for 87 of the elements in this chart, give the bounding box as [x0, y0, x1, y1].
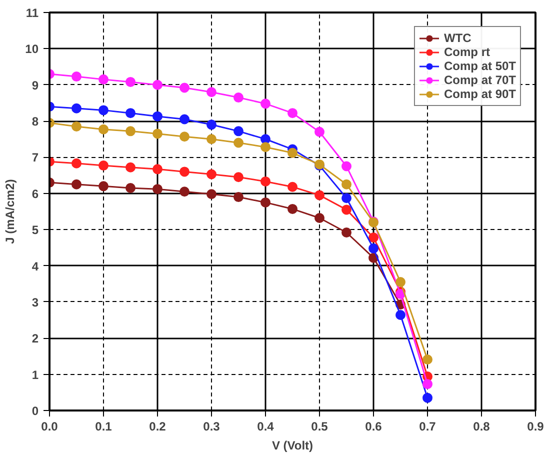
- point: [180, 166, 190, 177]
- point: [314, 213, 324, 224]
- point: [396, 310, 406, 320]
- point: [368, 243, 378, 254]
- point: [72, 72, 82, 82]
- point: [180, 186, 190, 197]
- point: [180, 132, 190, 142]
- x-tick-label: 0.3: [203, 420, 220, 434]
- y-tick-label: 1: [32, 368, 39, 382]
- y-tick-label: 0: [32, 404, 39, 418]
- point: [206, 120, 216, 130]
- point: [342, 179, 352, 190]
- legend-label: Comp at 70T: [444, 73, 516, 87]
- point: [288, 204, 298, 214]
- point: [288, 182, 298, 192]
- legend-label: Comp at 50T: [444, 59, 516, 73]
- point: [72, 103, 82, 114]
- point: [260, 197, 270, 208]
- y-tick-label: 4: [32, 259, 39, 274]
- point: [234, 92, 244, 103]
- point: [422, 354, 432, 364]
- point: [152, 164, 162, 174]
- point: [260, 142, 270, 152]
- x-tick-label: 0.5: [311, 420, 328, 434]
- point: [342, 204, 352, 215]
- x-tick-label: 0.8: [473, 420, 490, 434]
- point: [126, 162, 136, 172]
- y-tick-label: 9: [32, 78, 39, 92]
- point: [72, 179, 82, 190]
- point: [422, 392, 432, 403]
- point: [152, 184, 162, 194]
- y-tick-label: 6: [32, 186, 39, 201]
- point: [396, 277, 406, 288]
- x-tick-label: 0.7: [419, 420, 436, 434]
- x-tick-label: 0.2: [149, 420, 166, 434]
- point: [234, 172, 244, 182]
- y-tick-label: 3: [32, 295, 39, 310]
- point: [288, 108, 298, 118]
- point: [234, 126, 244, 136]
- point: [152, 80, 162, 90]
- y-tick-label: 5: [32, 223, 39, 238]
- point: [260, 98, 270, 109]
- point: [342, 227, 352, 238]
- x-tick-label: 0.4: [257, 420, 274, 434]
- point: [152, 111, 162, 122]
- y-tick-label: 7: [32, 150, 39, 165]
- point: [98, 181, 108, 192]
- point: [152, 128, 162, 139]
- y-tick-label: 8: [32, 114, 39, 129]
- point: [98, 74, 108, 84]
- y-tick-label: 2: [32, 332, 39, 346]
- point: [342, 193, 352, 204]
- x-axis-title: V (Volt): [272, 438, 314, 452]
- y-axis-title: J (mA/cm2): [3, 179, 18, 244]
- point: [288, 148, 298, 158]
- y-tick-label: 11: [26, 6, 39, 20]
- x-tick-label: 0.1: [95, 420, 112, 434]
- point: [126, 126, 136, 136]
- point: [206, 169, 216, 180]
- point: [98, 160, 108, 171]
- point: [72, 121, 82, 132]
- point: [180, 82, 190, 93]
- point: [126, 76, 136, 87]
- point: [234, 192, 244, 202]
- point: [206, 189, 216, 200]
- y-tick-label: 10: [25, 42, 39, 56]
- point: [72, 158, 82, 168]
- point: [206, 134, 216, 144]
- point: [98, 124, 108, 134]
- point: [126, 182, 136, 193]
- point: [368, 232, 378, 243]
- point: [342, 161, 352, 172]
- point: [98, 105, 108, 116]
- legend-label: WTC: [444, 31, 472, 45]
- point: [422, 379, 432, 390]
- point: [314, 126, 324, 137]
- point: [260, 176, 270, 186]
- point: [126, 108, 136, 118]
- point: [234, 138, 244, 148]
- legend-label: Comp rt: [444, 45, 490, 59]
- x-tick-label: 0.9: [527, 420, 544, 434]
- legend-label: Comp at 90T: [444, 87, 516, 101]
- x-tick-label: 0.0: [41, 420, 58, 434]
- point: [206, 87, 216, 98]
- point: [314, 190, 324, 200]
- x-tick-label: 0.6: [365, 420, 382, 434]
- point: [180, 114, 190, 124]
